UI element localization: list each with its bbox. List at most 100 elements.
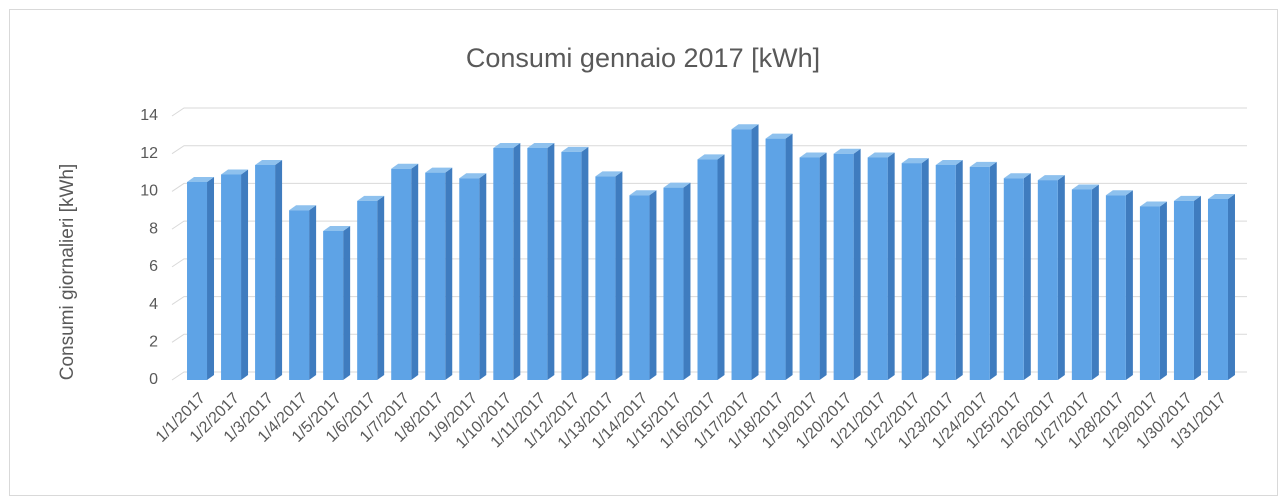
- y-tick-label: 10: [140, 183, 158, 200]
- bar: [391, 163, 419, 380]
- bar-top: [425, 167, 453, 173]
- bar: [425, 167, 453, 380]
- bar-side: [1125, 190, 1133, 380]
- bar-side: [1193, 195, 1201, 380]
- bar-front: [595, 176, 616, 380]
- y-axis-title: Consumi giornalieri [kWh]: [57, 164, 78, 380]
- bar-top: [765, 133, 793, 139]
- bar-top: [629, 190, 657, 196]
- bar-side: [275, 160, 283, 380]
- bar-front: [391, 168, 412, 380]
- bar-side: [989, 161, 997, 380]
- bar: [731, 124, 759, 380]
- bar-side: [1057, 175, 1065, 380]
- grid-line: [171, 107, 1247, 117]
- bar-front: [833, 153, 854, 380]
- bar: [1071, 184, 1099, 380]
- bar: [867, 152, 895, 380]
- bar-top: [1173, 195, 1201, 201]
- bar-front: [799, 157, 820, 380]
- bar-top: [663, 182, 691, 188]
- bar-front: [187, 182, 208, 380]
- bar-top: [1139, 201, 1167, 207]
- bar-side: [207, 177, 215, 380]
- bar-side: [751, 124, 759, 380]
- bar-top: [935, 160, 963, 166]
- bar: [833, 148, 861, 380]
- bar-side: [819, 152, 827, 380]
- bar-front: [561, 151, 582, 380]
- bar: [663, 182, 691, 380]
- bar-top: [867, 152, 895, 158]
- bar: [459, 173, 487, 380]
- bar-front: [765, 138, 786, 380]
- y-tick-label: 12: [140, 145, 158, 162]
- bar-top: [833, 148, 861, 154]
- bar-top: [391, 163, 419, 169]
- bar-top: [1105, 190, 1133, 196]
- bar-front: [357, 200, 378, 380]
- bar-side: [309, 205, 317, 380]
- bar: [357, 195, 385, 380]
- bar-side: [887, 152, 895, 380]
- bar-top: [221, 169, 249, 175]
- bar-side: [377, 195, 385, 380]
- bar-top: [561, 146, 589, 152]
- bar-front: [493, 148, 514, 380]
- y-tick-label: 14: [140, 107, 158, 124]
- bar: [799, 152, 827, 380]
- bar: [1037, 175, 1065, 380]
- bar-side: [1227, 193, 1235, 380]
- bar-front: [425, 172, 446, 380]
- bar-top: [1071, 184, 1099, 190]
- y-tick-label: 0: [149, 371, 158, 388]
- bar: [765, 133, 793, 380]
- bar-top: [357, 195, 385, 201]
- bar-side: [513, 143, 521, 380]
- bar-top: [289, 205, 317, 211]
- bar-front: [867, 157, 888, 380]
- bar: [255, 160, 283, 380]
- bar-side: [241, 169, 249, 380]
- bar-front: [629, 195, 650, 380]
- bar: [561, 146, 589, 380]
- bar: [493, 143, 521, 380]
- bar-side: [1023, 173, 1031, 380]
- bar: [697, 154, 725, 380]
- bar-side: [1159, 201, 1167, 380]
- bar-front: [323, 231, 344, 380]
- bar: [1207, 193, 1235, 380]
- bar-front: [969, 166, 990, 380]
- bar-front: [1173, 200, 1194, 380]
- bar-side: [955, 160, 963, 380]
- bar-front: [663, 187, 684, 380]
- bar: [187, 177, 215, 380]
- bar: [1003, 173, 1031, 380]
- bar-side: [853, 148, 861, 380]
- bar-top: [697, 154, 725, 160]
- bar-side: [921, 158, 929, 380]
- bar-front: [1105, 195, 1126, 380]
- grid-line: [171, 145, 1247, 155]
- bar-side: [581, 146, 589, 380]
- bar: [901, 158, 929, 380]
- bar: [289, 205, 317, 380]
- bar-front: [731, 129, 752, 380]
- bar: [527, 143, 555, 380]
- bar-side: [343, 226, 351, 380]
- bar-top: [1003, 173, 1031, 179]
- bar-top: [901, 158, 929, 164]
- bar-front: [901, 163, 922, 380]
- bar-front: [1139, 206, 1160, 380]
- bar: [323, 226, 351, 380]
- bar-top: [1207, 193, 1235, 199]
- y-tick-label: 8: [149, 220, 158, 237]
- y-tick-label: 6: [149, 258, 158, 275]
- y-tick-label: 4: [149, 296, 158, 313]
- bar: [629, 190, 657, 380]
- bar-top: [969, 161, 997, 167]
- bar: [1173, 195, 1201, 380]
- bar: [935, 160, 963, 380]
- bar-top: [731, 124, 759, 130]
